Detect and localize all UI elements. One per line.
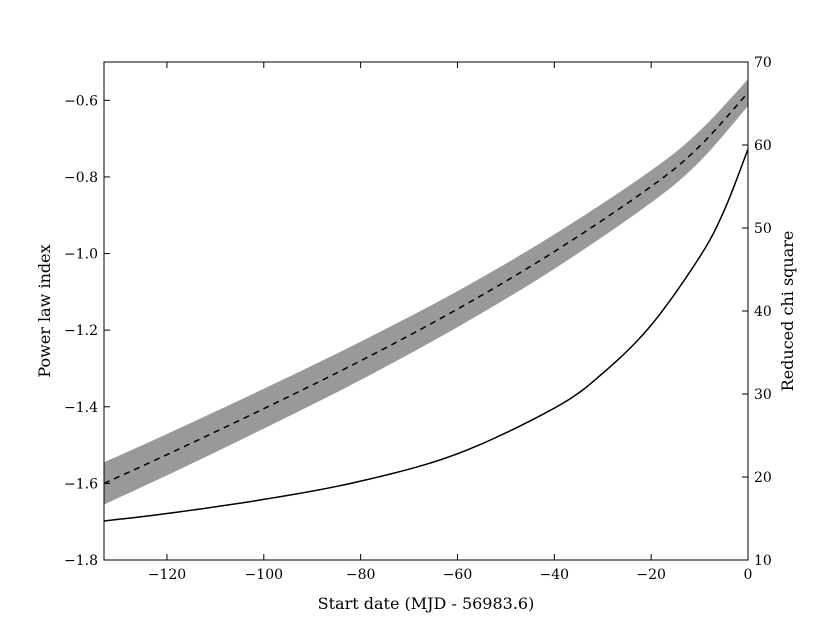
x-tick-label: −80	[346, 567, 376, 583]
x-tick-label: −120	[148, 567, 186, 583]
y-left-tick-label: −1.4	[64, 400, 98, 416]
x-axis-label: Start date (MJD - 56983.6)	[318, 594, 535, 613]
x-tick-label: −40	[540, 567, 570, 583]
x-tick-label: 0	[744, 567, 753, 583]
y-left-tick-label: −1.8	[64, 553, 98, 569]
x-tick-label: −60	[443, 567, 473, 583]
y-left-tick-label: −1.0	[64, 247, 98, 263]
y-left-tick-label: −0.8	[64, 170, 98, 186]
y-left-tick-label: −1.2	[64, 323, 98, 339]
y-left-tick-label: −0.6	[64, 93, 98, 109]
y-right-tick-label: 50	[754, 221, 772, 237]
plot-marks	[103, 79, 749, 522]
y-right-ticks: 10 20 30 40 50 60 70	[742, 55, 772, 569]
y-left-ticks: −1.8 −1.6 −1.4 −1.2 −1.0 −0.8 −0.6	[64, 93, 110, 569]
y-left-tick-label: −1.6	[64, 476, 98, 492]
y-right-tick-label: 60	[754, 138, 772, 154]
y-right-tick-label: 70	[754, 55, 772, 71]
x-ticks: −120 −100 −80 −60 −40 −20 0	[148, 62, 753, 583]
power-law-index-line	[103, 92, 749, 485]
y-right-tick-label: 10	[754, 553, 772, 569]
reduced-chi-square-line	[103, 148, 749, 522]
y-right-tick-label: 30	[754, 387, 772, 403]
y-right-axis-label: Reduced chi square	[778, 231, 797, 392]
y-right-tick-label: 20	[754, 470, 772, 486]
y-left-axis-label: Power law index	[35, 244, 54, 377]
confidence-band	[104, 79, 748, 505]
y-right-tick-label: 40	[754, 304, 772, 320]
x-tick-label: −100	[245, 567, 283, 583]
x-tick-label: −20	[636, 567, 666, 583]
